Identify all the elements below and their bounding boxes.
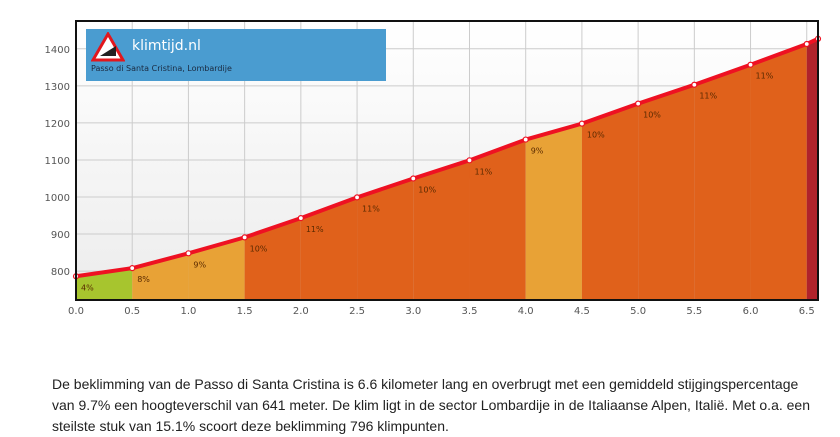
segment-grade-label: 9% [193, 260, 206, 269]
x-tick-label: 6.0 [743, 306, 759, 317]
x-tick-label: 4.0 [518, 306, 534, 317]
site-name: klimtijd.nl [132, 38, 201, 54]
x-tick-label: 2.0 [293, 306, 309, 317]
climb-description: De beklimming van de Passo di Santa Cris… [52, 376, 810, 434]
x-tick-label: 4.5 [574, 306, 590, 317]
segment-grade-label: 11% [699, 92, 717, 101]
segment-grade-label: 9% [531, 147, 544, 156]
elevation-point [410, 175, 417, 182]
elevation-point [691, 81, 698, 88]
elevation-point [578, 120, 586, 127]
segment-grade-label: 11% [474, 167, 492, 176]
elevation-point [635, 100, 642, 107]
y-tick-label: 1100 [45, 156, 70, 167]
gradient-segment [357, 178, 414, 300]
gradient-segment [806, 38, 818, 301]
gradient-segment [244, 218, 301, 300]
elevation-point [803, 40, 810, 48]
y-tick-label: 1400 [45, 45, 70, 56]
segment-grade-label: 8% [137, 275, 150, 284]
x-tick-label: 1.0 [180, 306, 196, 317]
elevation-point [353, 194, 361, 201]
elevation-profile-chart: 4% 8% 9% 10% 11% 11% 10% 11% 9% 10% 10% 11% 11% 0.0 0… [45, 20, 822, 317]
elevation-point [522, 136, 529, 143]
gradient-segment [638, 84, 695, 300]
segment-grade-label: 10% [587, 131, 605, 140]
x-tick-label: 3.0 [405, 306, 421, 317]
elevation-point [747, 61, 754, 68]
warning-triangle-icon [91, 32, 125, 62]
elevation-point [297, 215, 304, 222]
gradient-segment [413, 160, 470, 300]
segment-grade-label: 4% [81, 283, 94, 292]
segment-grade-label: 10% [250, 244, 268, 253]
segment-grade-label: 10% [643, 111, 661, 120]
x-tick-label: 5.5 [686, 306, 702, 317]
plot-border [75, 20, 819, 301]
y-tick-label: 1000 [45, 193, 70, 204]
gradient-segment [750, 43, 807, 301]
x-tick-label: 2.5 [349, 306, 365, 317]
y-tick-label: 1300 [45, 82, 70, 93]
x-tick-label: 0.5 [124, 306, 140, 317]
x-tick-label: 1.5 [237, 306, 253, 317]
gradient-segment [469, 139, 526, 300]
gradient-segment [525, 123, 582, 300]
elevation-point [185, 250, 192, 257]
gradient-segment [581, 103, 639, 301]
klimtijd-logo-box: klimtijd.nl Passo di Santa Cristina, Lom… [86, 29, 386, 81]
elevation-point [129, 265, 136, 272]
x-tick-label: 6.5 [799, 306, 815, 317]
segment-grade-label: 11% [306, 225, 324, 234]
elevation-point [466, 157, 473, 164]
gradient-segment [188, 237, 245, 300]
x-tick-label: 5.0 [630, 306, 646, 317]
climb-name: Passo di Santa Cristina, Lombardije [91, 64, 232, 73]
gradient-segment [694, 64, 751, 300]
segment-grade-label: 11% [756, 72, 774, 81]
segment-grade-label: 10% [418, 185, 436, 194]
segment-grade-label: 11% [362, 204, 380, 213]
gradient-segment [300, 197, 358, 300]
y-tick-label: 1200 [45, 119, 70, 130]
x-tick-label: 3.5 [462, 306, 478, 317]
y-tick-label: 800 [51, 267, 70, 278]
y-tick-label: 900 [51, 230, 70, 241]
elevation-point [241, 234, 248, 241]
x-tick-label: 0.0 [68, 306, 84, 317]
